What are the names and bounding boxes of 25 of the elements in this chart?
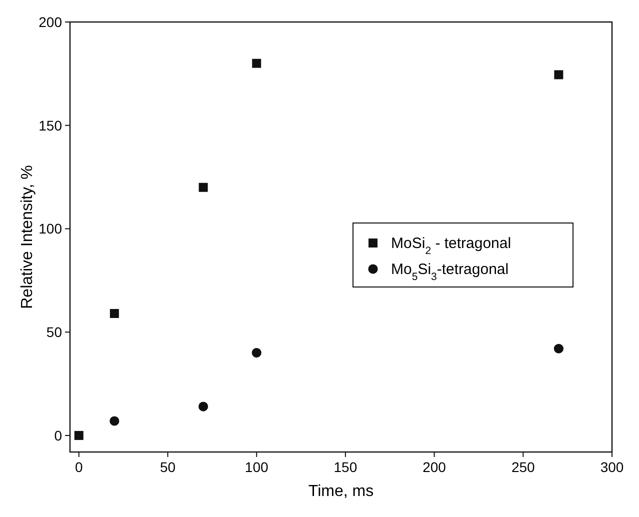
x-tick-label: 50: [160, 459, 176, 475]
y-tick-label: 50: [46, 324, 62, 340]
point: [198, 402, 208, 412]
x-tick-label: 300: [600, 459, 624, 475]
x-tick-label: 150: [334, 459, 358, 475]
legend-label: MoSi$_{2}$ - tetragonal: [391, 235, 512, 257]
x-tick-label: 250: [511, 459, 536, 475]
x-tick-label: 200: [422, 459, 446, 475]
point: [554, 344, 564, 354]
point: [198, 182, 208, 192]
x-tick-label: 0: [74, 459, 83, 475]
y-tick-label: 200: [38, 14, 62, 30]
point: [252, 348, 262, 358]
y-axis-title: Relative Intensity, %: [19, 165, 36, 309]
point: [110, 308, 119, 318]
point: [252, 58, 262, 68]
point: [74, 430, 84, 440]
point: [110, 416, 120, 426]
y-tick-label: 100: [38, 220, 62, 237]
x-axis-title: Time, ms: [308, 483, 374, 500]
y-tick-label: 0: [54, 427, 62, 444]
x-tick-label: 100: [244, 459, 268, 475]
y-tick-label: 150: [38, 117, 62, 134]
legend-label: Mo$_{5}$Si$_{3}$-tetragonal: [391, 261, 509, 283]
point: [554, 70, 564, 80]
